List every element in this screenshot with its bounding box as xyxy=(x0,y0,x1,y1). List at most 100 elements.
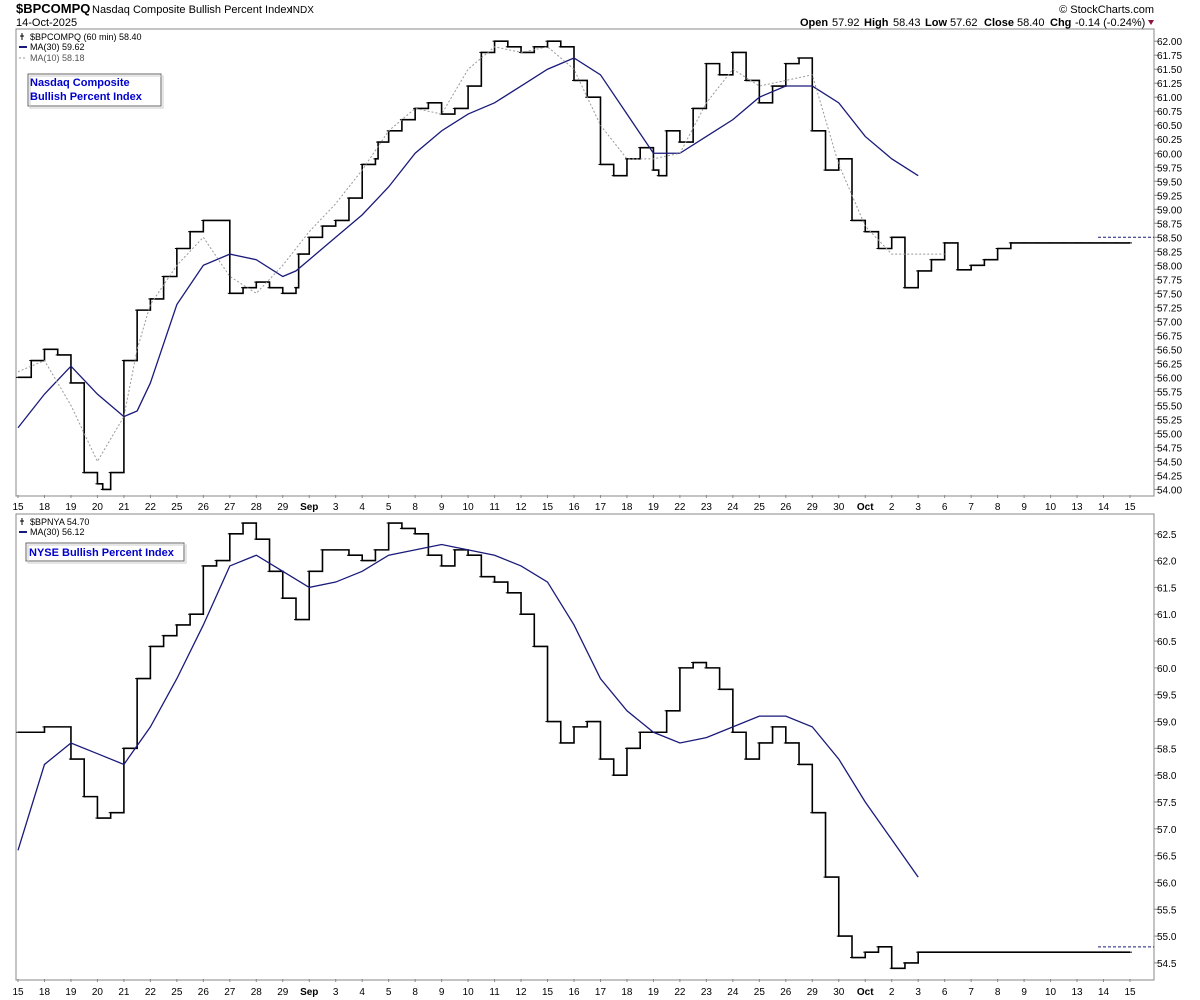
x-tick-label: 29 xyxy=(807,502,819,513)
x-tick-label: 12 xyxy=(515,502,527,513)
y-tick-label: 60.0 xyxy=(1157,664,1177,675)
panel-1-frame xyxy=(15,28,1155,497)
x-tick-label: 30 xyxy=(833,502,845,513)
x-tick-label: 22 xyxy=(145,502,157,513)
legend-ma30-label: MA(30) 59.62 xyxy=(30,42,85,52)
x-tick-label: 22 xyxy=(145,987,157,998)
y-tick-label: 56.50 xyxy=(1157,345,1182,356)
high-value: 58.43 xyxy=(893,17,921,29)
x-tick-label: 28 xyxy=(251,987,263,998)
x-tick-label: Oct xyxy=(857,502,874,513)
x-tick-label: 26 xyxy=(198,502,210,513)
legend-title: $BPCOMPQ (60 min) 58.40 xyxy=(30,32,142,42)
y-tick-label: 55.0 xyxy=(1157,932,1177,943)
x-tick-label: 15 xyxy=(542,987,554,998)
x-tick-label: 5 xyxy=(386,502,392,513)
x-tick-label: 5 xyxy=(386,987,392,998)
x-tick-label: 21 xyxy=(118,502,130,513)
y-tick-label: 58.75 xyxy=(1157,219,1182,230)
high-label: High xyxy=(864,17,889,29)
x-axis-1: 15 18 19 20 21 22 25 26 27 28 29 Sep 3 4 5 8 9 10 11 12 15 16… xyxy=(12,495,1136,513)
y-tick-label: 55.25 xyxy=(1157,415,1182,426)
legend-1: $BPCOMPQ (60 min) 58.40 MA(30) 59.62 MA(… xyxy=(19,32,142,63)
y-tick-label: 62.5 xyxy=(1157,530,1177,541)
legend-title-2: $BPNYA 54.70 xyxy=(30,517,89,527)
y-tick-label: 59.75 xyxy=(1157,163,1182,174)
x-tick-label: 9 xyxy=(439,987,445,998)
y-tick-label: 61.75 xyxy=(1157,51,1182,62)
annotation-box-1: Nasdaq Composite Bullish Percent Index xyxy=(27,73,164,109)
x-tick-label: 16 xyxy=(568,987,580,998)
x-tick-label: 20 xyxy=(92,987,104,998)
y-tick-label: 57.00 xyxy=(1157,317,1182,328)
x-tick-label: 10 xyxy=(1045,987,1057,998)
y-tick-label: 56.00 xyxy=(1157,373,1182,384)
y-tick-label: 59.0 xyxy=(1157,718,1177,729)
x-tick-label: 7 xyxy=(968,987,974,998)
x-tick-label: 11 xyxy=(489,987,500,998)
x-tick-label: 16 xyxy=(568,502,580,513)
legend-ma30-label-2: MA(30) 56.12 xyxy=(30,527,85,537)
x-tick-label: 23 xyxy=(701,987,713,998)
y-tick-label: 57.25 xyxy=(1157,303,1182,314)
y-tick-label: 61.50 xyxy=(1157,65,1182,76)
ohlc-readout: Open 57.92 High 58.43 Low 57.62 Close 58… xyxy=(800,17,1154,29)
x-tick-label: 26 xyxy=(780,502,792,513)
annotation-line-1: Nasdaq Composite xyxy=(30,77,130,89)
y-tick-label: 58.25 xyxy=(1157,247,1182,258)
panel-1: 54.00 54.25 54.50 54.75 55.00 55.25 55.50 55.75… xyxy=(16,37,1182,496)
x-tick-label: 29 xyxy=(807,987,819,998)
x-tick-label: 27 xyxy=(224,502,236,513)
y-tick-label: 56.75 xyxy=(1157,331,1182,342)
chart-name: Nasdaq Composite Bullish Percent Index xyxy=(92,4,292,16)
y-tick-label: 57.5 xyxy=(1157,798,1177,809)
x-tick-label: 19 xyxy=(648,987,660,998)
x-tick-label: 3 xyxy=(333,987,339,998)
y-tick-label: 55.00 xyxy=(1157,429,1182,440)
y-tick-label: 58.5 xyxy=(1157,744,1177,755)
legend-ma10-label: MA(10) 58.18 xyxy=(30,53,85,63)
x-tick-label: 17 xyxy=(595,987,607,998)
low-value: 57.62 xyxy=(950,17,978,29)
x-tick-label: 24 xyxy=(727,502,739,513)
x-tick-label: 8 xyxy=(995,502,1001,513)
price-series-line xyxy=(18,40,1130,491)
x-tick-label: 2 xyxy=(889,502,895,513)
x-tick-label: 10 xyxy=(1045,502,1057,513)
x-tick-label: 6 xyxy=(942,987,948,998)
x-tick-label: 26 xyxy=(780,987,792,998)
chart-exchange: INDX xyxy=(290,5,314,16)
x-tick-label: 13 xyxy=(1071,987,1083,998)
x-tick-label: 20 xyxy=(92,502,104,513)
y-tick-label: 57.0 xyxy=(1157,825,1177,836)
y-tick-label: 55.5 xyxy=(1157,905,1177,916)
y-tick-label: 62.0 xyxy=(1157,557,1177,568)
x-tick-label: 15 xyxy=(12,502,24,513)
x-tick-label: 9 xyxy=(1021,987,1027,998)
x-tick-label: 19 xyxy=(648,502,660,513)
x-tick-label: 15 xyxy=(1124,502,1136,513)
y-tick-label: 58.00 xyxy=(1157,261,1182,272)
x-tick-label: 11 xyxy=(489,502,500,513)
x-tick-label: Sep xyxy=(300,987,318,998)
x-tick-label: 18 xyxy=(621,502,633,513)
x-tick-label: 8 xyxy=(412,502,418,513)
annotation-line-3: NYSE Bullish Percent Index xyxy=(29,547,175,559)
y-tick-label: 54.00 xyxy=(1157,485,1182,496)
x-tick-label: 19 xyxy=(65,502,77,513)
x-tick-label: 19 xyxy=(65,987,77,998)
x-tick-label: 13 xyxy=(1071,502,1083,513)
x-tick-label: 25 xyxy=(171,987,183,998)
x-tick-label: 27 xyxy=(224,987,236,998)
x-tick-label: 7 xyxy=(968,502,974,513)
x-tick-label: 29 xyxy=(277,987,289,998)
x-tick-label: 22 xyxy=(674,502,686,513)
x-tick-label: 6 xyxy=(942,502,948,513)
x-tick-label: 4 xyxy=(359,502,365,513)
y-tick-label: 61.00 xyxy=(1157,93,1182,104)
y-tick-label: 61.25 xyxy=(1157,79,1182,90)
x-tick-label: 3 xyxy=(915,987,921,998)
y-tick-label: 60.5 xyxy=(1157,637,1177,648)
x-tick-label: 24 xyxy=(727,987,739,998)
